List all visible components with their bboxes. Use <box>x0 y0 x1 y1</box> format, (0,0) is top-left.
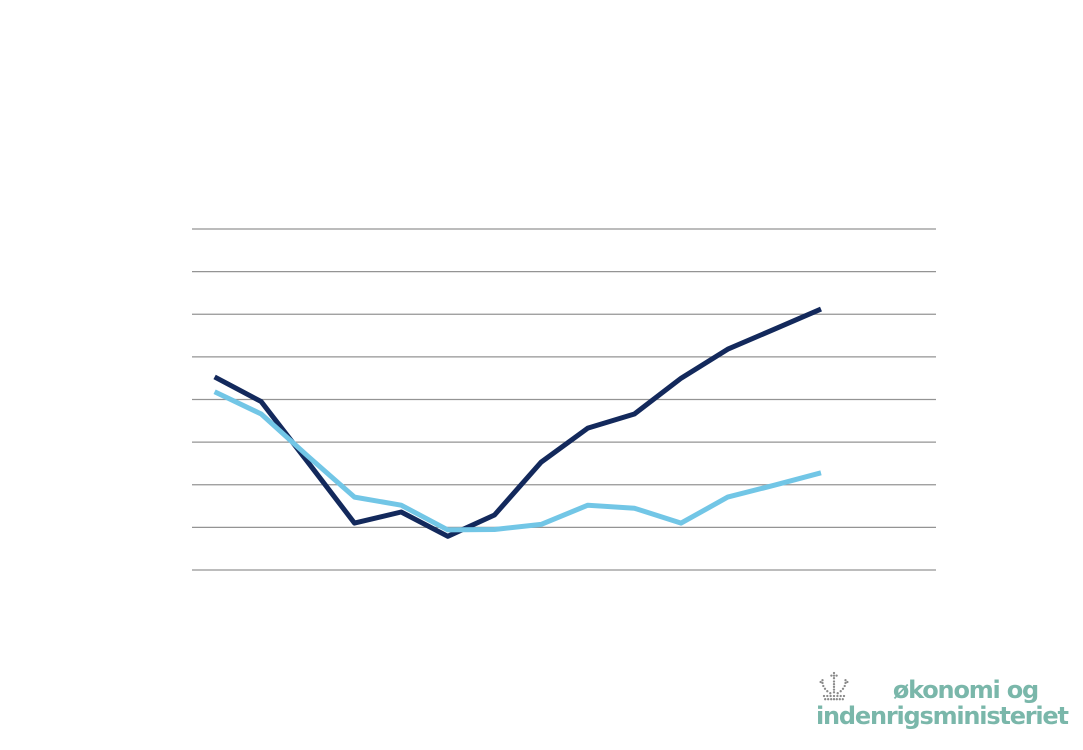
series-dark-blue-line <box>213 306 822 539</box>
ministry-logo: økonomi og indenrigsministeriet <box>816 671 1069 730</box>
logo-text-line1: økonomi og <box>892 676 1039 704</box>
logo-row-1: økonomi og <box>816 671 1039 704</box>
logo-text-line2: indenrigsministeriet <box>816 702 1069 730</box>
crown-icon <box>819 671 849 701</box>
gridlines <box>192 228 936 571</box>
series-light-blue-line <box>213 389 822 533</box>
